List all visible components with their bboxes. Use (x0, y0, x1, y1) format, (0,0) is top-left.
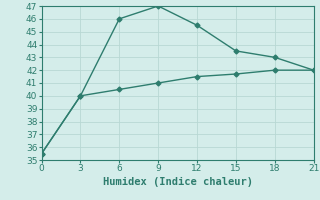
X-axis label: Humidex (Indice chaleur): Humidex (Indice chaleur) (103, 177, 252, 187)
